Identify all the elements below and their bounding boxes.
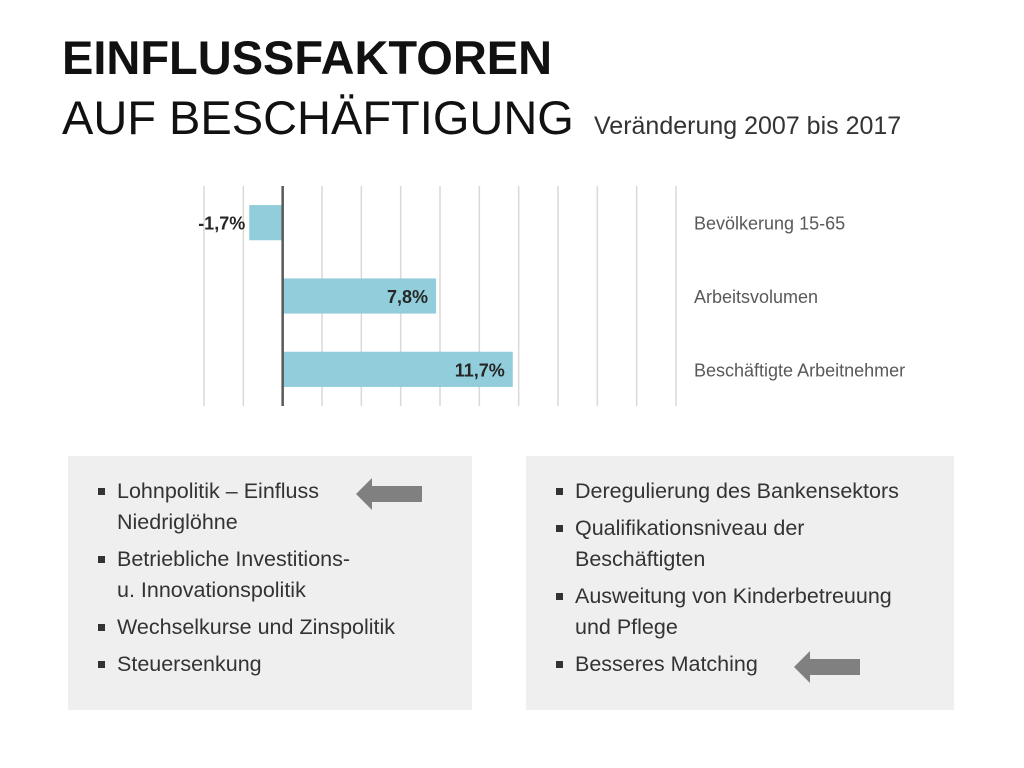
- square-bullet-icon: [556, 661, 563, 668]
- factor-item-text: und Pflege: [575, 615, 678, 639]
- bar-value-label: 7,8%: [387, 287, 428, 307]
- factor-item-text: u. Innovationspolitik: [117, 578, 306, 602]
- factor-item-text: Niedriglöhne: [117, 510, 238, 534]
- square-bullet-icon: [98, 556, 105, 563]
- factor-item-text: Deregulierung des Bankensektors: [575, 479, 899, 503]
- factor-item-text: Betriebliche Investitions-: [117, 547, 351, 571]
- factor-item-text: Lohnpolitik – Einfluss: [117, 479, 319, 503]
- category-label: Beschäftigte Arbeitnehmer: [694, 360, 905, 380]
- right-factor-box: Deregulierung des Bankensektors Qualifika…: [526, 456, 954, 710]
- left-arrow-icon: [356, 478, 422, 510]
- page-subtitle: Veränderung 2007 bis 2017: [594, 112, 902, 140]
- page-title-line2: AUF BESCHÄFTIGUNG: [62, 91, 574, 144]
- factor-item: Steuersenkung: [98, 649, 395, 680]
- square-bullet-icon: [556, 593, 563, 600]
- right-factor-list: Deregulierung des Bankensektors Qualifika…: [556, 476, 899, 686]
- category-label: Arbeitsvolumen: [694, 287, 818, 307]
- bar: [282, 278, 437, 314]
- bar: [282, 351, 513, 387]
- factor-item: Besseres Matching: [556, 649, 899, 680]
- category-label: Bevölkerung 15-65: [694, 214, 845, 234]
- bar: [249, 205, 283, 241]
- factor-item: Wechselkurse und Zinspolitik: [98, 612, 395, 643]
- factor-item-text: Besseres Matching: [575, 652, 758, 676]
- factor-item: Deregulierung des Bankensektors: [556, 476, 899, 507]
- square-bullet-icon: [556, 488, 563, 495]
- square-bullet-icon: [98, 624, 105, 631]
- factor-item-text: Steuersenkung: [117, 652, 262, 676]
- bar-chart: -1,7% Bevölkerung 15-65 7,8% Arbeitsvolumen…: [198, 186, 905, 406]
- factor-item-text: Wechselkurse und Zinspolitik: [117, 615, 396, 639]
- left-factor-box: Lohnpolitik – Einfluss Niedriglöhne Betrie…: [68, 456, 472, 710]
- factor-item: Lohnpolitik – Einfluss Niedriglöhne: [98, 476, 395, 538]
- factor-item: Qualifikationsniveau der Beschäftigten: [556, 513, 899, 575]
- factor-item: Ausweitung von Kinderbetreuung und Pflege: [556, 581, 899, 643]
- square-bullet-icon: [98, 488, 105, 495]
- page-title: EINFLUSSFAKTOREN: [62, 31, 553, 84]
- left-factor-list: Lohnpolitik – Einfluss Niedriglöhne Betrie…: [98, 476, 395, 686]
- bar-value-label: 11,7%: [455, 360, 505, 380]
- square-bullet-icon: [556, 525, 563, 532]
- factor-item-text: Ausweitung von Kinderbetreuung: [575, 584, 892, 608]
- bar-value-label: -1,7%: [198, 214, 245, 234]
- square-bullet-icon: [98, 661, 105, 668]
- factor-item-text: Qualifikationsniveau der: [575, 516, 805, 540]
- factor-item: Betriebliche Investitions-u. Innovations…: [98, 544, 395, 606]
- left-arrow-icon: [794, 651, 860, 683]
- factor-item-text: Beschäftigten: [575, 547, 706, 571]
